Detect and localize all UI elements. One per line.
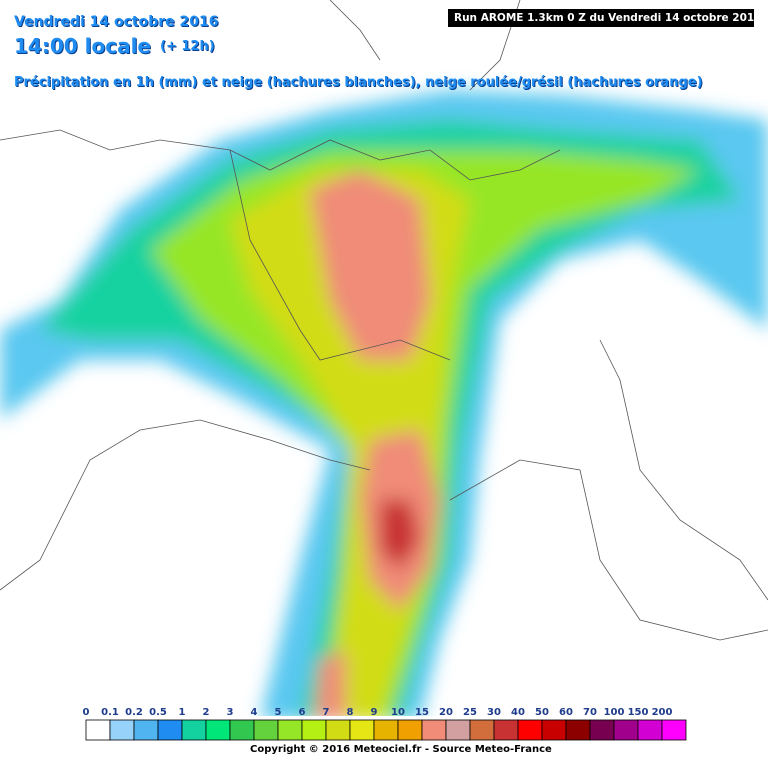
legend-label: 200 [652,707,673,718]
legend-swatch [301,719,327,741]
legend-swatch [253,719,279,741]
lead-time: (+ 12h) [160,39,215,54]
legend-label: 7 [323,707,330,718]
legend-label: 0.1 [101,707,119,718]
legend-label: 1 [179,707,186,718]
legend-label: 15 [415,707,429,718]
precipitation-field [0,90,768,720]
legend-label: 70 [583,707,597,718]
legend-swatch [589,719,615,741]
legend-swatch [133,719,159,741]
legend-swatch [85,719,111,741]
copyright: Copyright © 2016 Meteociel.fr - Source M… [250,744,552,755]
legend-swatch [109,719,135,741]
legend-label: 0.2 [125,707,143,718]
legend-swatch [493,719,519,741]
borders [0,0,768,641]
legend-label: 0 [83,707,90,718]
date: Vendredi 14 octobre 2016 [14,14,219,30]
legend-label: 60 [559,707,573,718]
legend-swatch [613,719,639,741]
description: Précipitation en 1h (mm) et neige (hachu… [14,75,703,90]
legend-label: 4 [251,707,258,718]
legend-label: 40 [511,707,525,718]
legend-swatch [157,719,183,741]
legend-label: 9 [371,707,378,718]
legend-label: 150 [628,707,649,718]
legend-swatch [277,719,303,741]
legend-swatch [373,719,399,741]
legend-swatch [205,719,231,741]
legend-label: 100 [604,707,625,718]
legend-swatch [325,719,351,741]
legend-label: 6 [299,707,306,718]
legend-label: 8 [347,707,354,718]
legend-label: 50 [535,707,549,718]
legend-swatch [637,719,663,741]
legend-label: 30 [487,707,501,718]
legend-swatch [421,719,447,741]
legend-label: 25 [463,707,477,718]
legend-label: 2 [203,707,210,718]
time: 14:00 locale [14,34,151,58]
legend-swatch [349,719,375,741]
legend-swatch [397,719,423,741]
legend-swatch [661,719,687,741]
legend-swatch [445,719,471,741]
legend-swatch [469,719,495,741]
legend-label: 20 [439,707,453,718]
legend-swatch [541,719,567,741]
legend-swatch [517,719,543,741]
legend-swatch [565,719,591,741]
legend-label: 3 [227,707,234,718]
legend-label: 5 [275,707,282,718]
run-info: Run AROME 1.3km 0 Z du Vendredi 14 octob… [448,9,762,27]
legend-label: 0.5 [149,707,167,718]
legend-swatch [229,719,255,741]
legend-label: 10 [391,707,405,718]
legend-swatch [181,719,207,741]
